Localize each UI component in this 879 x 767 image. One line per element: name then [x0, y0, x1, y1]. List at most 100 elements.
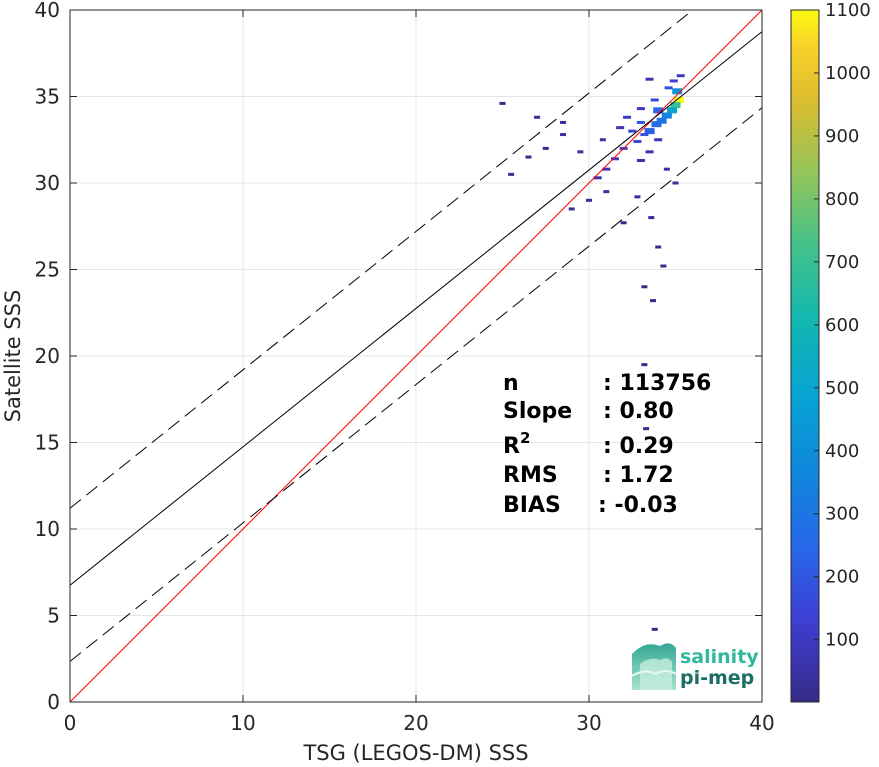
salinity-pi-mep-logo: salinity pi-mep [631, 643, 759, 690]
density-cell-42 [650, 299, 657, 303]
colorbar-tick-label-10: 1100 [825, 0, 871, 21]
stat-value-1: : 0.80 [603, 399, 674, 424]
density-cell-8 [653, 107, 664, 114]
stat-label-3: RMS [503, 463, 558, 488]
density-cell-51 [651, 627, 658, 631]
density-cell-36 [620, 221, 627, 225]
line-identity [69, 9, 763, 703]
density-cell-7 [644, 128, 655, 135]
density-cell-10 [633, 139, 642, 143]
density-cell-33 [645, 150, 654, 154]
density-cell-14 [650, 98, 659, 102]
density-cell-24 [599, 138, 606, 142]
density-cell-20 [669, 79, 678, 83]
y-axis-ticks: 0 5 10 15 20 25 30 35 40 [35, 0, 762, 714]
colorbar-tick-label-1: 200 [825, 567, 859, 588]
density-cell-9 [640, 133, 649, 137]
colorbar [790, 9, 820, 703]
density-cell-4 [672, 88, 683, 95]
y-tick-label-7: 35 [35, 85, 60, 109]
density-cell-45 [560, 120, 567, 124]
density-cell-6 [651, 121, 662, 128]
density-cell-18 [593, 176, 602, 180]
y-tick-label-3: 15 [35, 431, 60, 455]
x-axis-ticks: 0 10 20 30 40 [64, 10, 775, 735]
density-cell-29 [586, 198, 592, 202]
stat-value-3: : 1.72 [603, 463, 674, 488]
x-tick-label-0: 0 [64, 711, 77, 735]
colorbar-tick-label-5: 600 [825, 315, 859, 336]
x-tick-label-4: 40 [749, 711, 774, 735]
density-cell-32 [654, 138, 663, 142]
stat-label-1: Slope [503, 399, 572, 424]
y-tick-label-1: 5 [47, 604, 60, 628]
density-cell-46 [542, 146, 549, 150]
density-cell-43 [508, 172, 515, 176]
density-cell-0 [673, 96, 684, 103]
density-cell-22 [636, 107, 645, 111]
density-cell-1 [670, 102, 681, 109]
logo-line2: pi-mep [680, 667, 754, 689]
density-cell-17 [602, 167, 611, 171]
density-cell-48 [645, 77, 654, 81]
density-cell-31 [636, 159, 645, 163]
logo-line1: salinity [680, 646, 759, 668]
density-cell-38 [672, 181, 679, 185]
density-cell-23 [616, 126, 625, 130]
density-cell-19 [623, 115, 632, 119]
y-tick-label-2: 10 [35, 517, 60, 541]
colorbar-tick-label-4: 500 [825, 378, 859, 399]
density-cell-25 [577, 150, 584, 154]
density-cell-28 [603, 190, 610, 194]
density-cell-41 [641, 285, 648, 289]
y-tick-label-8: 40 [35, 0, 60, 22]
stat-value-2: : 0.29 [603, 434, 674, 459]
y-tick-label-6: 30 [35, 171, 60, 195]
colorbar-tick-label-8: 900 [825, 126, 859, 147]
line-lower-bound [69, 107, 763, 662]
density-cell-27 [534, 115, 541, 119]
density-cell-39 [663, 167, 670, 171]
density-cells [499, 74, 685, 631]
density-cell-37 [655, 245, 662, 249]
density-cell-44 [499, 101, 506, 105]
density-cell-40 [660, 264, 667, 268]
stat-label-4: BIAS [503, 493, 561, 518]
density-cell-2 [667, 107, 678, 114]
density-cell-16 [610, 157, 619, 161]
stat-label-0: n [503, 371, 519, 396]
density-cell-13 [664, 86, 673, 90]
colorbar-ticks: 100 200 300 400 500 600 700 800 900 1000 1100 [814, 0, 871, 651]
stat-value-0: : 113756 [603, 371, 711, 396]
colorbar-tick-label-2: 300 [825, 504, 859, 525]
fit-lines [69, 9, 763, 703]
y-tick-label-0: 0 [47, 690, 60, 714]
density-cell-49 [641, 363, 648, 367]
density-cell-30 [568, 207, 575, 211]
density-cell-21 [676, 74, 685, 78]
density-cell-5 [656, 117, 667, 124]
line-upper-bound [69, 9, 694, 509]
colorbar-tick-label-6: 700 [825, 252, 859, 273]
colorbar-tick-label-9: 1000 [825, 63, 871, 84]
colorbar-tick-label-7: 800 [825, 189, 859, 210]
density-cell-35 [648, 216, 655, 220]
line-regression [69, 31, 763, 586]
density-cell-12 [628, 129, 637, 133]
y-tick-label-4: 20 [35, 344, 60, 368]
density-cell-34 [634, 195, 641, 199]
density-cell-11 [636, 120, 645, 124]
density-cell-3 [661, 112, 672, 119]
density-cell-47 [525, 155, 532, 159]
x-tick-label-3: 30 [576, 711, 601, 735]
x-tick-label-2: 20 [403, 711, 428, 735]
colorbar-tick-label-0: 100 [825, 630, 859, 651]
density-cell-26 [560, 133, 567, 137]
x-tick-label-1: 10 [230, 711, 255, 735]
stat-value-4: : -0.03 [598, 493, 678, 518]
colorbar-tick-label-3: 400 [825, 441, 859, 462]
y-axis-label: Satellite SSS [1, 290, 25, 423]
density-cell-50 [643, 427, 650, 431]
